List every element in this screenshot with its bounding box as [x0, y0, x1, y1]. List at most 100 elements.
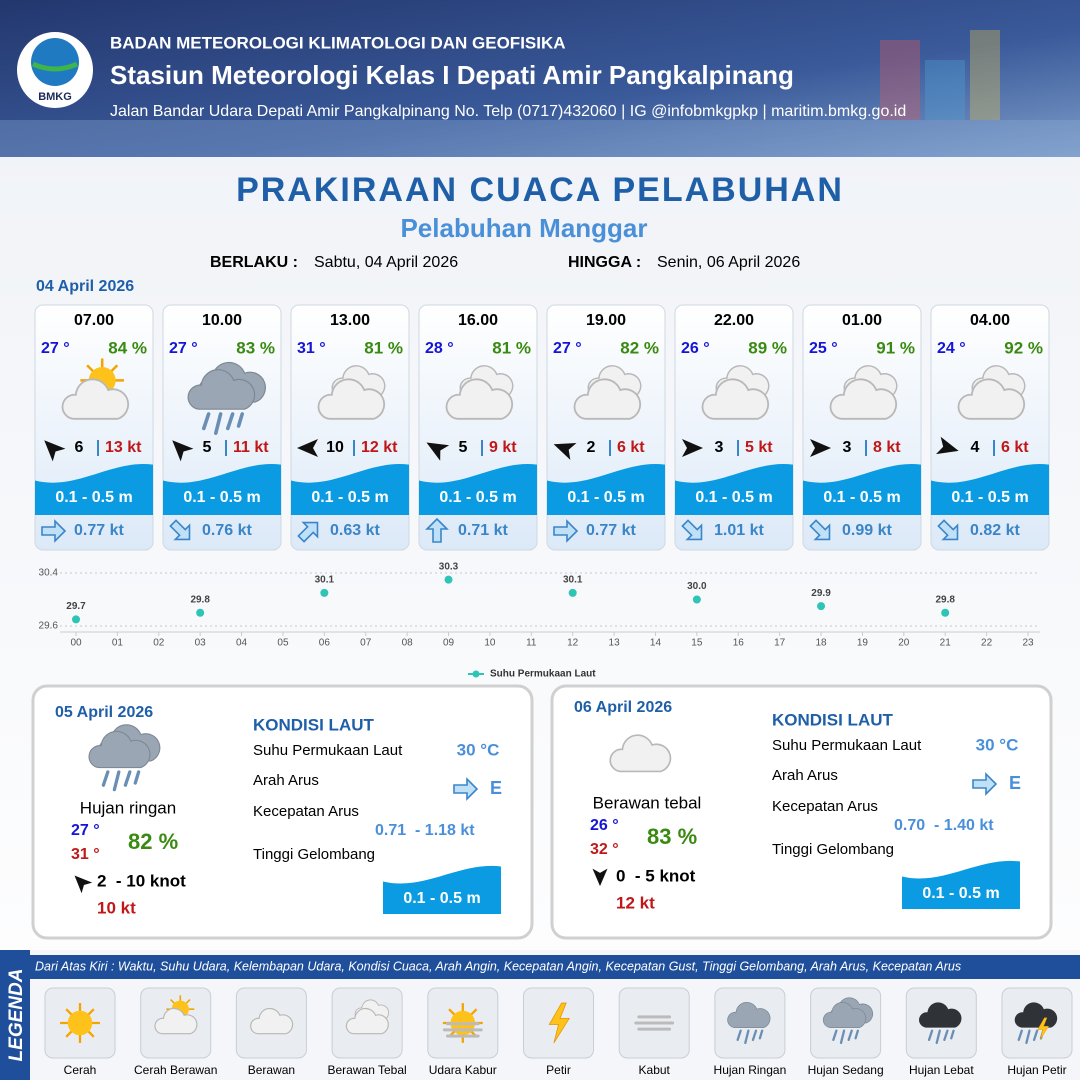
card-humidity: 81 % [364, 338, 403, 357]
x-tick-label: 03 [195, 638, 207, 649]
day-temp-max: 32 ° [590, 841, 619, 858]
wave-band [547, 464, 665, 515]
wind-speed: 2 [587, 439, 596, 456]
x-tick-label: 22 [981, 638, 993, 649]
valid-to: Senin, 06 April 2026 [657, 254, 800, 271]
current-speed: 0.71 - 1.18 kt [375, 822, 475, 839]
legend-item: Berawan [248, 1063, 295, 1077]
valid-from: Sabtu, 04 April 2026 [314, 254, 458, 271]
wave-band [35, 464, 153, 515]
wave-band [291, 464, 409, 515]
card-humidity: 82 % [620, 338, 659, 357]
x-tick-label: 17 [774, 638, 786, 649]
card-time: 22.00 [714, 312, 754, 329]
day-gust: 12 kt [616, 893, 655, 912]
current-speed-label: Kecepatan Arus [253, 803, 359, 820]
data-point [692, 595, 701, 604]
x-tick-label: 20 [898, 638, 910, 649]
data-label: 29.8 [935, 594, 955, 605]
logo-globe [31, 38, 79, 86]
valid-from-label: BERLAKU : [210, 254, 298, 271]
current-speed-label: Kecepatan Arus [772, 798, 878, 815]
y-tick-label: 30.4 [39, 568, 59, 579]
day-panel [550, 684, 1053, 940]
legend-item: Cerah Berawan [134, 1063, 217, 1077]
sst-value: 30 °C [457, 740, 500, 759]
wave-height: 0.1 - 0.5 m [695, 489, 772, 506]
legend-desc-band [30, 955, 1080, 979]
card-humidity: 84 % [108, 338, 147, 357]
day-humidity: 82 % [128, 829, 178, 854]
day-date: 06 April 2026 [574, 699, 672, 716]
day-wind: 0 - 5 knot [616, 866, 696, 885]
card-time: 13.00 [330, 312, 370, 329]
x-tick-label: 21 [940, 638, 952, 649]
header-banner [0, 0, 1080, 157]
wave-height: 0.1 - 0.5 m [403, 890, 480, 907]
wave-height: 0.1 - 0.5 m [823, 489, 900, 506]
x-tick-label: 13 [609, 638, 621, 649]
wind-speed: 3 [715, 439, 724, 456]
wave-band [902, 860, 1020, 909]
x-tick-label: 16 [733, 638, 745, 649]
data-point [941, 608, 950, 617]
card-temp: 28 ° [425, 340, 454, 357]
valid-to-label: HINGGA : [568, 254, 641, 271]
wave-height: 0.1 - 0.5 m [567, 489, 644, 506]
wind-speed: 4 [971, 439, 980, 456]
current-dir-label: Arah Arus [772, 767, 838, 784]
wind-speed: 5 [203, 439, 212, 456]
sst-label: Suhu Permukaan Laut [253, 742, 403, 759]
port-name: Pelabuhan Manggar [400, 213, 647, 243]
x-tick-label: 10 [484, 638, 496, 649]
x-tick-label: 14 [650, 638, 662, 649]
wave-band [163, 464, 281, 515]
card-temp: 24 ° [937, 340, 966, 357]
wind-speed: 10 [326, 439, 344, 456]
wave-height: 0.1 - 0.5 m [183, 489, 260, 506]
gust-speed: 12 kt [361, 439, 398, 456]
day1-date: 04 April 2026 [36, 278, 134, 295]
card-temp: 31 ° [297, 340, 326, 357]
wave-band [419, 464, 537, 515]
data-label: 30.1 [563, 575, 583, 586]
wave-band [675, 464, 793, 515]
x-tick-label: 09 [443, 638, 455, 649]
x-tick-label: 11 [526, 638, 537, 649]
card-temp: 27 ° [553, 340, 582, 357]
legend-item: Hujan Petir [1007, 1063, 1066, 1077]
x-tick-label: 00 [70, 638, 82, 649]
current-speed: 0.99 kt [842, 522, 892, 539]
legend-item: Hujan Lebat [909, 1063, 974, 1077]
card-time: 10.00 [202, 312, 242, 329]
data-point [568, 588, 577, 597]
card-humidity: 83 % [236, 338, 275, 357]
x-tick-label: 15 [691, 638, 703, 649]
wind-speed: 6 [75, 439, 84, 456]
card-humidity: 91 % [876, 338, 915, 357]
wave-band [803, 464, 921, 515]
current-speed: 0.77 kt [74, 522, 124, 539]
sst-value: 30 °C [976, 735, 1019, 754]
title: PRAKIRAAN CUACA PELABUHAN [236, 171, 844, 209]
day-wind: 2 - 10 knot [97, 871, 186, 890]
x-tick-label: 23 [1022, 638, 1034, 649]
wave-height: 0.1 - 0.5 m [311, 489, 388, 506]
y-tick-label: 29.6 [39, 621, 59, 632]
header-decoration [0, 30, 1080, 157]
data-label: 30.1 [315, 575, 335, 586]
x-tick-label: 19 [857, 638, 869, 649]
sst-label: Suhu Permukaan Laut [772, 737, 922, 754]
card-temp: 25 ° [809, 340, 838, 357]
x-tick-label: 05 [277, 638, 289, 649]
card-time: 07.00 [74, 312, 114, 329]
legend-item: Cerah [64, 1063, 97, 1077]
gust-speed: 13 kt [105, 439, 142, 456]
x-tick-label: 12 [567, 638, 579, 649]
current-speed: 0.71 kt [458, 522, 508, 539]
legend-description: Dari Atas Kiri : Waktu, Suhu Udara, Kele… [35, 959, 961, 973]
data-label: 29.7 [66, 601, 86, 612]
current-speed: 1.01 kt [714, 522, 764, 539]
card-humidity: 81 % [492, 338, 531, 357]
